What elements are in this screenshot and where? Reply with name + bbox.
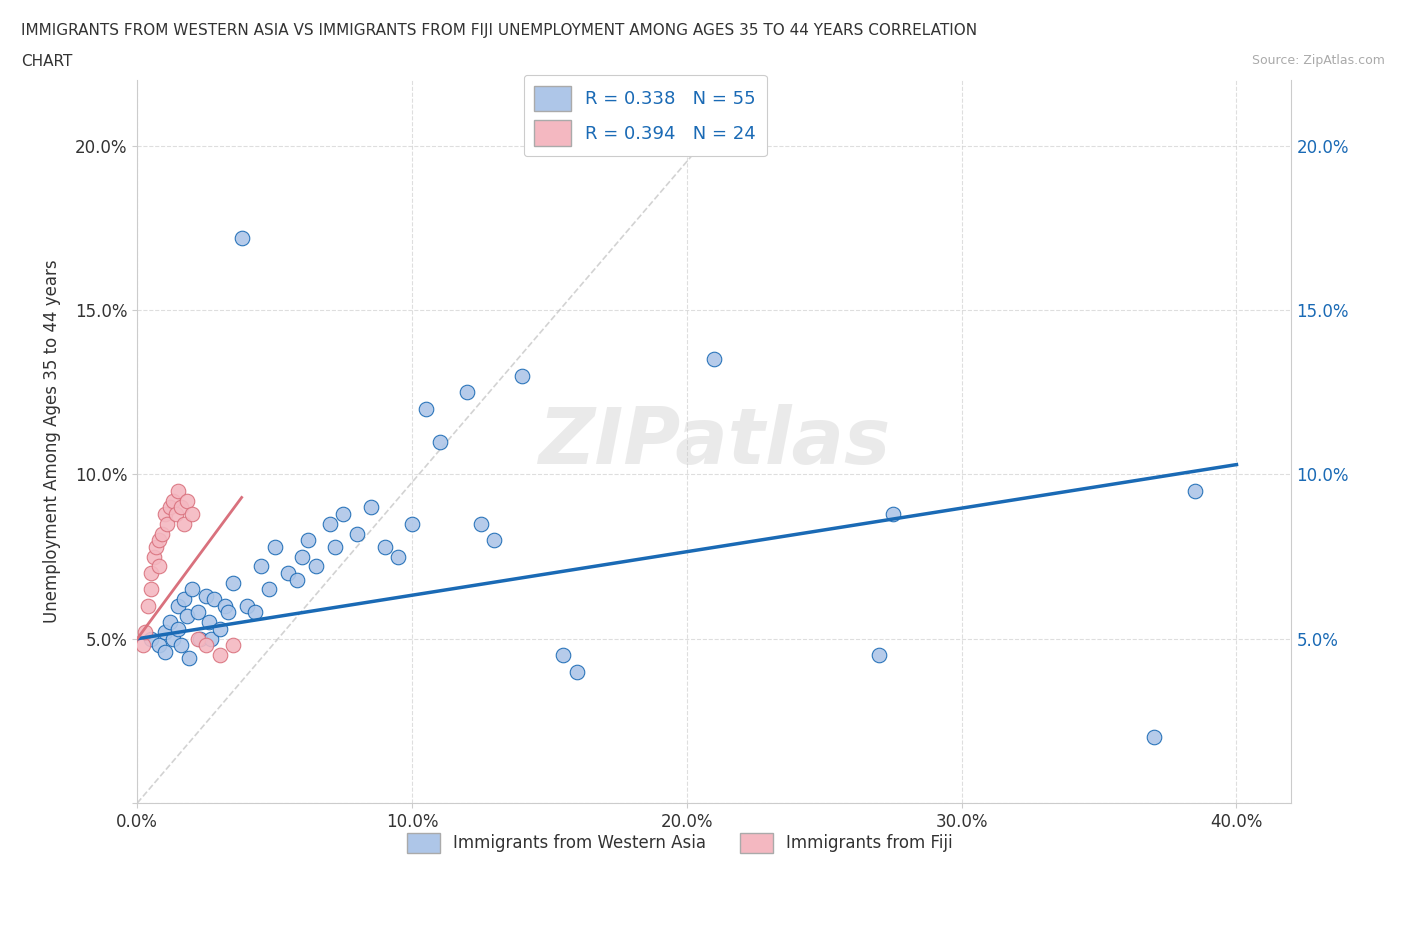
- Point: [173, 516, 195, 531]
- Point: [181, 507, 204, 522]
- Point: [415, 401, 437, 416]
- Point: [387, 550, 409, 565]
- Point: [187, 631, 209, 646]
- Point: [291, 550, 314, 565]
- Point: [200, 631, 222, 646]
- Point: [132, 638, 155, 653]
- Point: [222, 638, 245, 653]
- Point: [153, 507, 176, 522]
- Point: [263, 539, 285, 554]
- Text: Source: ZipAtlas.com: Source: ZipAtlas.com: [1251, 54, 1385, 67]
- Point: [136, 599, 159, 614]
- Point: [148, 533, 170, 548]
- Point: [202, 591, 225, 606]
- Point: [277, 565, 299, 580]
- Point: [429, 434, 451, 449]
- Point: [245, 605, 267, 620]
- Point: [134, 625, 156, 640]
- Point: [332, 507, 354, 522]
- Point: [170, 500, 193, 515]
- Point: [170, 638, 193, 653]
- Point: [285, 572, 308, 587]
- Point: [156, 516, 179, 531]
- Text: ZIPatlas: ZIPatlas: [538, 404, 890, 480]
- Point: [139, 565, 162, 580]
- Point: [374, 539, 396, 554]
- Point: [565, 664, 588, 679]
- Point: [159, 500, 181, 515]
- Point: [703, 352, 725, 366]
- Point: [360, 500, 382, 515]
- Point: [153, 625, 176, 640]
- Point: [323, 539, 346, 554]
- Point: [167, 484, 190, 498]
- Point: [1184, 484, 1206, 498]
- Point: [208, 621, 231, 636]
- Point: [190, 631, 212, 646]
- Point: [176, 608, 198, 623]
- Point: [456, 385, 478, 400]
- Point: [305, 559, 328, 574]
- Point: [868, 648, 890, 663]
- Point: [1143, 730, 1166, 745]
- Point: [470, 516, 492, 531]
- Point: [162, 493, 184, 508]
- Point: [176, 493, 198, 508]
- Point: [882, 507, 904, 522]
- Point: [150, 526, 173, 541]
- Point: [162, 631, 184, 646]
- Point: [553, 648, 575, 663]
- Point: [231, 231, 253, 246]
- Point: [139, 582, 162, 597]
- Point: [173, 591, 195, 606]
- Point: [181, 582, 204, 597]
- Point: [510, 368, 533, 383]
- Text: CHART: CHART: [21, 54, 73, 69]
- Point: [217, 605, 239, 620]
- Point: [159, 615, 181, 630]
- Text: IMMIGRANTS FROM WESTERN ASIA VS IMMIGRANTS FROM FIJI UNEMPLOYMENT AMONG AGES 35 : IMMIGRANTS FROM WESTERN ASIA VS IMMIGRAN…: [21, 23, 977, 38]
- Point: [153, 644, 176, 659]
- Point: [165, 507, 187, 522]
- Point: [222, 576, 245, 591]
- Point: [297, 533, 319, 548]
- Point: [318, 516, 340, 531]
- Point: [236, 599, 259, 614]
- Point: [197, 615, 219, 630]
- Point: [346, 526, 368, 541]
- Point: [187, 605, 209, 620]
- Point: [167, 621, 190, 636]
- Point: [142, 550, 165, 565]
- Point: [194, 589, 217, 604]
- Point: [208, 648, 231, 663]
- Point: [194, 638, 217, 653]
- Legend: Immigrants from Western Asia, Immigrants from Fiji: Immigrants from Western Asia, Immigrants…: [399, 826, 959, 860]
- Point: [484, 533, 506, 548]
- Point: [145, 539, 167, 554]
- Point: [401, 516, 423, 531]
- Point: [179, 651, 201, 666]
- Y-axis label: Unemployment Among Ages 35 to 44 years: Unemployment Among Ages 35 to 44 years: [44, 259, 60, 623]
- Point: [250, 559, 273, 574]
- Point: [167, 599, 190, 614]
- Point: [214, 599, 236, 614]
- Point: [148, 638, 170, 653]
- Point: [257, 582, 280, 597]
- Point: [148, 559, 170, 574]
- Point: [139, 631, 162, 646]
